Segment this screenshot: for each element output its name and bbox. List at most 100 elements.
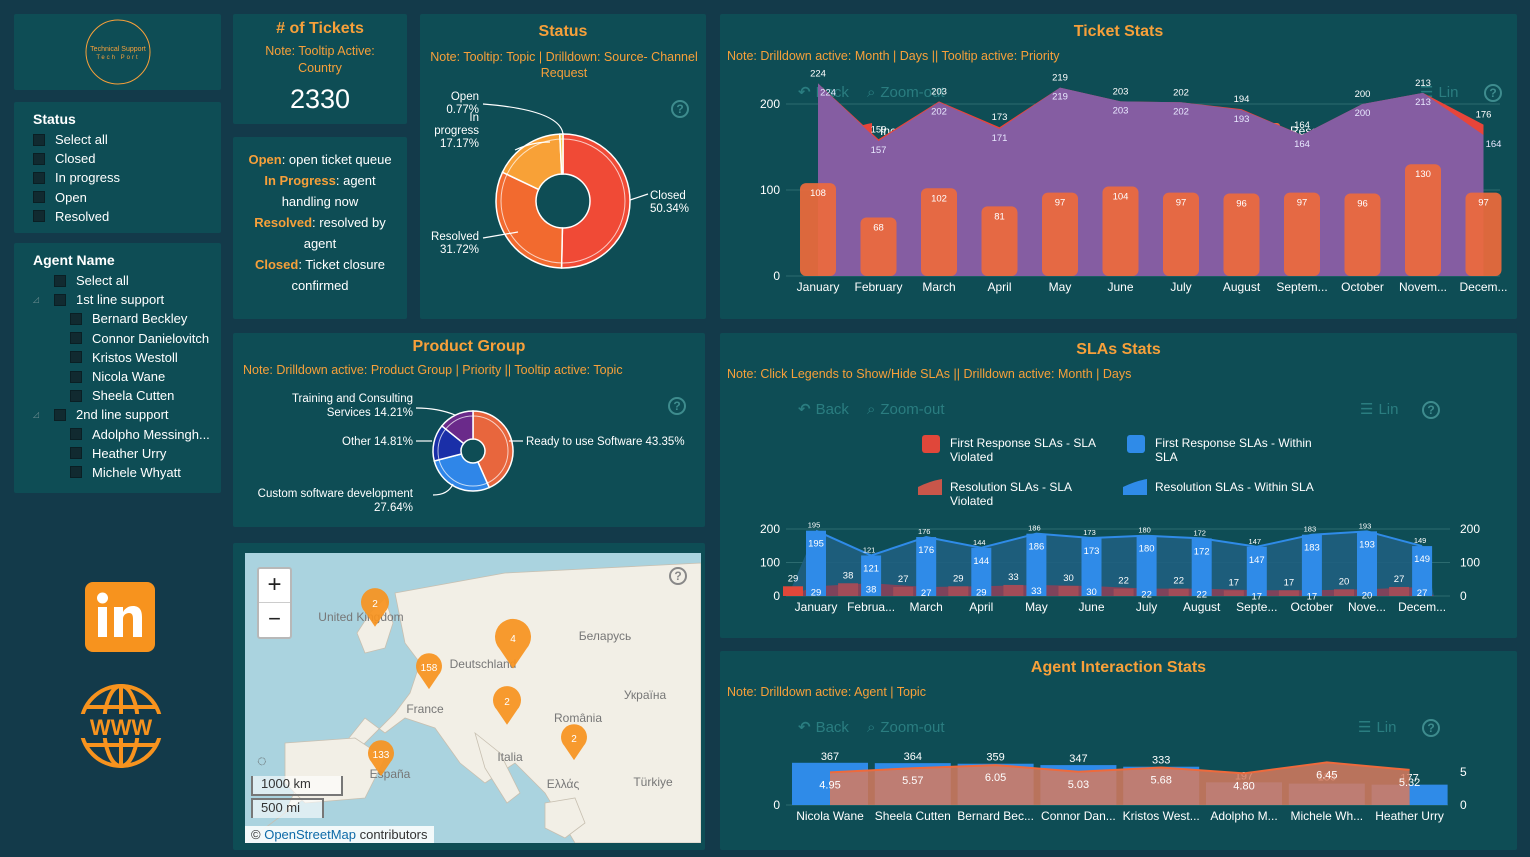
zoom-out-button[interactable]: ⌕ Zoom-out — [866, 83, 945, 101]
checkbox[interactable] — [33, 171, 45, 184]
violated-sla-bar[interactable] — [1278, 590, 1299, 596]
resolved-bar[interactable] — [1102, 186, 1139, 276]
status-option[interactable]: Open — [33, 188, 221, 207]
back-button[interactable]: ↶ Back — [798, 400, 849, 419]
donut-slice[interactable] — [440, 410, 474, 445]
website-icon[interactable]: WWW — [78, 683, 164, 769]
violated-sla-bar[interactable] — [1168, 588, 1189, 596]
zoom-out-button[interactable]: ⌕ Zoom-out — [866, 718, 945, 736]
within-sla-bar[interactable] — [1246, 546, 1267, 596]
checkbox[interactable] — [70, 466, 82, 479]
map-marker[interactable] — [561, 724, 587, 761]
lasso-icon[interactable]: ◌ — [257, 753, 267, 770]
map-marker[interactable] — [368, 740, 394, 777]
violated-sla-bar[interactable] — [1334, 589, 1354, 596]
help-icon[interactable]: ? — [1422, 719, 1440, 737]
help-icon[interactable]: ? — [668, 397, 686, 415]
violated-sla-bar[interactable] — [893, 586, 914, 596]
within-sla-bar[interactable] — [916, 537, 937, 596]
map-view[interactable]: United Kingdom Deutschland Беларусь France У… — [245, 553, 701, 843]
legend-label[interactable]: First Response SLAs - SLA — [950, 436, 1096, 450]
within-sla-bar[interactable] — [1191, 538, 1212, 596]
checkbox[interactable] — [33, 210, 45, 223]
legend-label[interactable]: Violated — [950, 450, 993, 464]
linkedin-icon[interactable] — [85, 582, 155, 652]
resolved-bar[interactable] — [1344, 193, 1381, 276]
resolved-bar[interactable] — [1223, 193, 1260, 276]
violated-sla-bar[interactable] — [1058, 585, 1079, 596]
status-option[interactable]: Closed — [33, 149, 221, 168]
legend-label[interactable]: Violated — [950, 494, 993, 508]
violated-sla-bar[interactable] — [1223, 590, 1244, 596]
checkbox[interactable] — [33, 152, 45, 165]
checkbox[interactable] — [70, 370, 82, 383]
europe-map[interactable]: United Kingdom Deutschland Беларусь France У… — [245, 553, 701, 843]
checkbox[interactable] — [70, 312, 82, 325]
donut-slice[interactable] — [560, 133, 631, 269]
legend-label[interactable]: SLA — [1155, 450, 1178, 464]
within-sla-bar[interactable] — [1026, 533, 1047, 596]
checkbox[interactable] — [33, 191, 45, 204]
osm-link[interactable]: OpenStreetMap — [264, 827, 356, 842]
violated-sla-bar[interactable] — [1113, 588, 1134, 596]
resolved-bar[interactable] — [1042, 192, 1078, 276]
violated-sla-bar[interactable] — [783, 586, 803, 596]
within-sla-bar[interactable] — [1357, 531, 1377, 596]
checkbox[interactable] — [70, 351, 82, 364]
map-marker[interactable] — [493, 686, 521, 725]
donut-slice[interactable] — [558, 133, 564, 175]
legend-label[interactable]: Resolution SLAs - Within SLA — [1155, 480, 1314, 494]
product-donut-chart[interactable]: Ready to use Software 43.35% Custom softw… — [233, 333, 705, 527]
resolved-bar[interactable] — [921, 188, 957, 276]
status-option[interactable]: In progress — [33, 168, 221, 187]
donut-slice[interactable] — [433, 453, 491, 492]
checkbox[interactable] — [33, 133, 45, 146]
agent-option[interactable]: Michele Whyatt — [33, 463, 221, 482]
violated-sla-bar[interactable] — [948, 586, 969, 596]
checkbox[interactable] — [54, 408, 66, 421]
agent-group[interactable]: ◿ 1st line support — [33, 290, 221, 309]
donut-slice[interactable] — [495, 171, 564, 269]
checkbox[interactable] — [70, 428, 82, 441]
within-sla-bar[interactable] — [806, 530, 826, 596]
violated-sla-bar[interactable] — [1389, 586, 1410, 596]
resolved-bar[interactable] — [981, 206, 1018, 276]
help-icon[interactable]: ? — [669, 567, 687, 585]
zoom-out-button[interactable]: ⌕ Zoom-out — [866, 400, 945, 418]
within-sla-bar[interactable] — [1136, 535, 1157, 596]
zoom-out-map-button[interactable]: − — [268, 606, 281, 631]
agent-group[interactable]: ◿ 2nd line support — [33, 405, 221, 424]
agent-option[interactable]: Connor Danielovitch — [33, 329, 221, 348]
checkbox[interactable] — [70, 447, 82, 460]
resolved-bar[interactable] — [1284, 192, 1320, 276]
within-sla-bar[interactable] — [971, 547, 992, 596]
collapse-icon[interactable]: ◿ — [33, 295, 40, 305]
lin-toggle[interactable]: ☰ Lin — [1358, 718, 1397, 737]
help-icon[interactable]: ? — [1422, 401, 1440, 419]
checkbox[interactable] — [70, 389, 82, 402]
lin-toggle[interactable]: ☰ Lin — [1360, 400, 1399, 419]
within-sla-bar[interactable] — [861, 555, 882, 596]
within-sla-bar[interactable] — [1301, 534, 1322, 596]
resolved-bar[interactable] — [1465, 192, 1502, 276]
resolved-bar[interactable] — [1163, 192, 1199, 276]
agent-option[interactable]: Nicola Wane — [33, 367, 221, 386]
within-sla-bar[interactable] — [1412, 546, 1433, 596]
checkbox[interactable] — [70, 332, 82, 345]
zoom-in-button[interactable]: + — [259, 569, 290, 603]
ticket-area-chart[interactable]: Incoming TicketFirst ResponseResolved Ti… — [720, 14, 1517, 304]
agent-option[interactable]: Sheela Cutten — [33, 386, 221, 405]
status-option[interactable]: Select all — [33, 130, 221, 149]
legend-label[interactable]: First Response SLAs - Within — [1155, 436, 1312, 450]
legend-label[interactable]: Resolution SLAs - SLA — [950, 480, 1072, 494]
violated-sla-bar[interactable] — [838, 583, 859, 596]
agent-option[interactable]: Heather Urry — [33, 444, 221, 463]
agent-option[interactable]: Bernard Beckley — [33, 309, 221, 328]
status-option[interactable]: Resolved — [33, 207, 221, 226]
checkbox[interactable] — [54, 293, 66, 306]
collapse-icon[interactable]: ◿ — [33, 410, 40, 420]
agent-select-all[interactable]: Select all — [33, 271, 221, 290]
agent-option[interactable]: Kristos Westoll — [33, 348, 221, 367]
